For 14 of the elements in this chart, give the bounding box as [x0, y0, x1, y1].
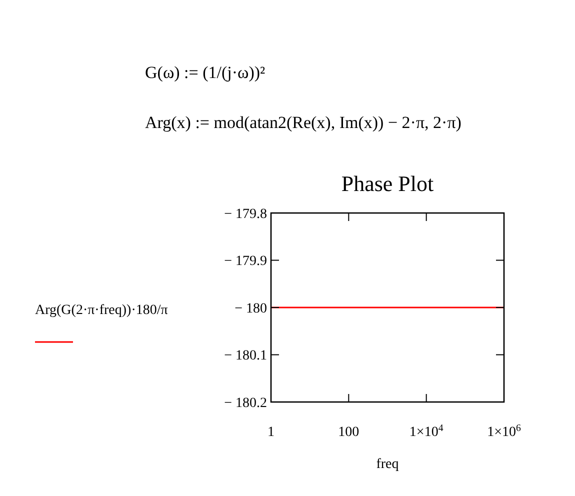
x-tick-label: 100: [338, 425, 360, 440]
y-tick-label: − 179.8: [224, 206, 267, 222]
chart-title: Phase Plot: [341, 171, 434, 196]
x-tick-label: 1: [268, 425, 274, 440]
text: G(ω) := (1/(j·ω))²: [145, 63, 266, 82]
text: Arg(x) := mod(atan2(Re(x), Im(x)) − 2·π, 2·π): [145, 113, 462, 132]
x-axis-title: freq: [376, 457, 399, 472]
x-tick-label: 1×10$^{4}$: [409, 422, 444, 440]
y-tick-label: − 180: [234, 301, 267, 316]
y-tick-label: − 179.9: [224, 254, 267, 270]
x-tick-label: 1×10$^{6}$: [487, 422, 521, 440]
y-axis-title: Arg(G(2·π·freq))·180/π: [35, 303, 168, 318]
y-tick-label: − 180.1: [224, 348, 267, 364]
y-tick-label: − 180.2: [224, 396, 267, 411]
